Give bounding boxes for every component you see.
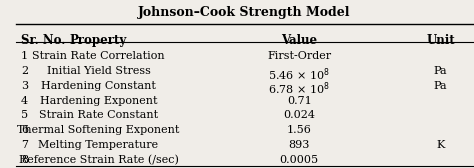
Text: Value: Value [281, 34, 317, 47]
Text: Melting Temperature: Melting Temperature [38, 140, 159, 150]
Text: K: K [437, 140, 445, 150]
Text: 0.024: 0.024 [283, 110, 315, 120]
Text: 2: 2 [21, 66, 28, 76]
Text: 893: 893 [289, 140, 310, 150]
Text: Pa: Pa [434, 66, 447, 76]
Text: Strain Rate Constant: Strain Rate Constant [39, 110, 158, 120]
Text: 7: 7 [21, 140, 28, 150]
Text: Initial Yield Stress: Initial Yield Stress [46, 66, 151, 76]
Text: 0.0005: 0.0005 [280, 155, 319, 165]
Text: Johnson–Cook Strength Model: Johnson–Cook Strength Model [138, 6, 351, 19]
Text: Hardening Exponent: Hardening Exponent [40, 96, 157, 106]
Text: 4: 4 [21, 96, 28, 106]
Text: 1.56: 1.56 [287, 125, 312, 135]
Text: 6: 6 [21, 125, 28, 135]
Text: 3: 3 [21, 81, 28, 91]
Text: Sr. No.: Sr. No. [21, 34, 65, 47]
Text: Hardening Constant: Hardening Constant [41, 81, 156, 91]
Text: Reference Strain Rate (/sec): Reference Strain Rate (/sec) [18, 155, 179, 165]
Text: 5: 5 [21, 110, 28, 120]
Text: Pa: Pa [434, 81, 447, 91]
Text: Thermal Softening Exponent: Thermal Softening Exponent [18, 125, 180, 135]
Text: 1: 1 [21, 51, 28, 61]
Text: 8: 8 [21, 155, 28, 165]
Text: 5.46 × 10$^{8}$: 5.46 × 10$^{8}$ [268, 66, 330, 83]
Text: 0.71: 0.71 [287, 96, 311, 106]
Text: Unit: Unit [426, 34, 455, 47]
Text: 6.78 × 10$^{8}$: 6.78 × 10$^{8}$ [268, 81, 330, 97]
Text: Strain Rate Correlation: Strain Rate Correlation [32, 51, 165, 61]
Text: Property: Property [70, 34, 127, 47]
Text: First-Order: First-Order [267, 51, 331, 61]
